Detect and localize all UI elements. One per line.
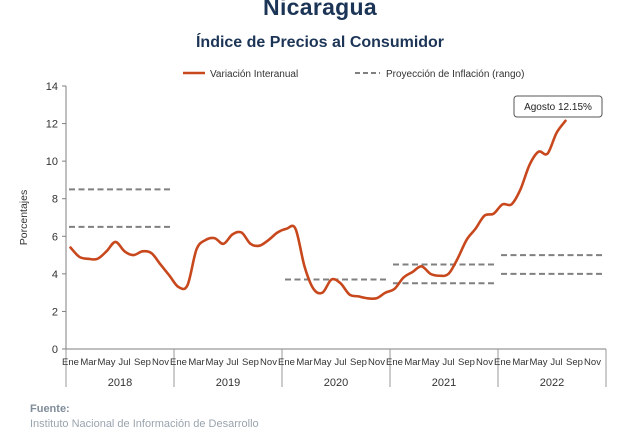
month-tick-label: May: [98, 357, 116, 368]
callout-box: [513, 95, 603, 118]
y-tick-label: 12: [46, 119, 58, 131]
interanual-series: [69, 119, 567, 301]
year-label: 2021: [432, 377, 456, 389]
source-text: Instituto Nacional de Información de Des…: [30, 418, 259, 430]
year-label: 2022: [540, 377, 564, 389]
month-tick-label: Jul: [118, 357, 130, 368]
month-tick-label: Mar: [80, 357, 96, 368]
month-tick-label: Sep: [134, 357, 151, 368]
y-tick-label: 8: [52, 194, 58, 206]
month-tick-label: Jul: [226, 357, 238, 368]
latest-value-callout: Agosto 12.15%: [513, 95, 603, 118]
country-title: Nicaragua: [263, 0, 377, 20]
chart-subtitle: Índice de Precios al Consumidor: [195, 34, 445, 51]
month-tick-label: Nov: [476, 357, 493, 368]
month-tick-label: Nov: [260, 357, 277, 368]
legend-label-interanual: Variación Interanual: [210, 69, 298, 80]
year-label: 2018: [108, 377, 132, 389]
legend-label-proyeccion: Proyección de Inflación (rango): [386, 69, 524, 80]
month-tick-label: Ene: [386, 357, 403, 368]
month-tick-label: May: [530, 357, 548, 368]
month-tick-label: Mar: [404, 357, 420, 368]
month-tick-label: Ene: [170, 357, 187, 368]
projection-series: [69, 188, 603, 285]
month-tick-label: Ene: [494, 357, 511, 368]
month-tick-label: May: [422, 357, 440, 368]
month-tick-label: May: [314, 357, 332, 368]
y-tick-label: 2: [52, 306, 58, 318]
month-tick-label: Ene: [62, 357, 79, 368]
y-axis-label: Porcentajes: [18, 190, 30, 245]
interanual-line: [69, 119, 567, 301]
chart-legend: Variación Interanual Proyección de Infla…: [183, 69, 524, 80]
y-tick-label: 6: [52, 231, 58, 243]
month-tick-label: Ene: [278, 357, 295, 368]
y-tick-label: 0: [52, 344, 58, 356]
source-label: Fuente:: [30, 403, 70, 415]
y-tick-label: 4: [52, 269, 58, 281]
month-tick-label: Nov: [152, 357, 169, 368]
month-tick-label: Sep: [566, 357, 583, 368]
month-tick-label: Jul: [442, 357, 454, 368]
month-tick-label: Mar: [512, 357, 528, 368]
callout-text: Agosto 12.15%: [524, 102, 592, 113]
month-tick-label: Jul: [334, 357, 346, 368]
month-tick-label: Nov: [584, 357, 601, 368]
month-tick-label: Sep: [242, 357, 259, 368]
year-label: 2020: [324, 377, 348, 389]
month-tick-label: Sep: [458, 357, 475, 368]
month-tick-label: Mar: [296, 357, 312, 368]
y-tick-label: 14: [46, 81, 58, 93]
month-tick-label: Sep: [350, 357, 367, 368]
y-tick-label: 10: [46, 156, 58, 168]
month-tick-label: Jul: [550, 357, 562, 368]
year-label: 2019: [216, 377, 240, 389]
month-tick-label: Mar: [188, 357, 204, 368]
month-tick-label: Nov: [368, 357, 385, 368]
month-tick-label: May: [206, 357, 224, 368]
